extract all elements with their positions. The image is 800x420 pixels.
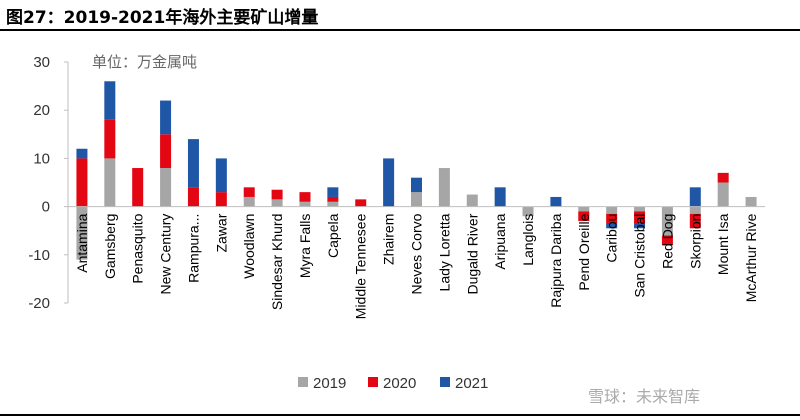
bar-2020	[717, 172, 729, 183]
x-tick-label: Rampura...	[185, 214, 201, 283]
bar-2021	[550, 196, 562, 207]
x-tick-label: Capela	[325, 213, 341, 258]
x-tick-label: Gamsberg	[102, 214, 118, 279]
x-tick-label: Red Dog	[659, 214, 675, 269]
y-tick-label: 0	[42, 199, 50, 216]
x-tick-label: Rajpura Dariba	[548, 213, 564, 307]
legend-label: 2021	[455, 375, 488, 392]
x-tick-label: Lady Loretta	[436, 213, 452, 291]
x-tick-label: Aripuana	[492, 213, 508, 269]
unit-label: 单位：万金属吨	[92, 53, 198, 71]
bar-2021	[160, 100, 172, 135]
x-tick-label: McArthur Rive	[743, 213, 759, 302]
bar-2021	[383, 158, 395, 207]
bar-2019	[661, 206, 673, 236]
bar-2019	[271, 199, 283, 207]
x-tick-label: Neves Corvo	[409, 213, 425, 294]
bar-2019	[438, 168, 450, 207]
bar-2019	[243, 196, 255, 207]
x-tick-label: Zhairem	[381, 214, 397, 265]
bar-2019	[327, 201, 339, 207]
bar-2019	[104, 158, 116, 207]
bar-2020	[132, 168, 144, 207]
bar-2020	[327, 196, 339, 202]
bar-2020	[160, 134, 172, 169]
bar-2019	[76, 206, 88, 260]
x-tick-label: Skorpion	[687, 214, 703, 269]
legend-swatch-2020	[368, 377, 378, 387]
title-divider	[0, 29, 800, 31]
legend-label: 2019	[313, 375, 346, 392]
y-tick-label: -20	[28, 295, 50, 312]
bar-2020	[689, 213, 701, 229]
y-tick-label: 30	[33, 54, 50, 71]
bar-2020	[104, 119, 116, 159]
bar-2019	[745, 196, 757, 207]
x-tick-label: Middle Tennesee	[353, 213, 369, 319]
x-tick-label: Woodlawn	[241, 214, 257, 279]
bar-2020	[355, 199, 367, 207]
bar-2019	[466, 194, 478, 207]
x-tick-label: Zawar	[213, 213, 229, 252]
bar-2021	[215, 158, 227, 193]
x-tick-label: Caribou	[604, 214, 620, 263]
bar-2020	[271, 189, 283, 200]
bar-2020	[578, 211, 590, 222]
bar-2020	[76, 158, 88, 207]
bottom-divider	[0, 414, 800, 416]
bar-2019	[634, 206, 646, 212]
legend-swatch-2021	[440, 377, 450, 387]
x-tick-label: San Cristobal	[632, 214, 648, 298]
bar-2020	[661, 235, 673, 246]
x-tick-label: Pend Oreille	[576, 213, 592, 290]
x-tick-label: Mount Isa	[715, 213, 731, 275]
bar-2019	[522, 206, 534, 217]
bar-2019	[578, 206, 590, 212]
bar-2020	[299, 192, 311, 202]
bar-2019	[717, 182, 729, 207]
bar-2020	[634, 211, 646, 224]
bar-2021	[689, 187, 701, 207]
bar-2019	[411, 192, 422, 207]
legend-swatch-2019	[298, 377, 308, 387]
figure-title: 图27：2019-2021年海外主要矿山增量	[6, 8, 319, 28]
y-tick-label: 10	[33, 150, 50, 167]
bar-2021	[494, 187, 506, 207]
watermark-text: 雪球：未来智库	[588, 387, 701, 406]
bar-2019	[606, 206, 618, 214]
bar-2019	[689, 206, 701, 214]
x-tick-label: New Century	[158, 214, 174, 295]
x-tick-label: Antamina	[74, 213, 90, 272]
legend-label: 2020	[383, 375, 416, 392]
x-tick-label: Dugald River	[464, 213, 480, 294]
x-tick-label: Langlois	[520, 214, 536, 266]
bar-2020	[187, 187, 199, 207]
y-tick-label: 20	[33, 102, 50, 119]
x-tick-label: Sindesar Khurd	[269, 214, 285, 311]
bar-2021	[104, 81, 116, 120]
bar-2020	[215, 192, 227, 207]
bar-2021	[327, 187, 339, 197]
bar-2020	[243, 187, 255, 197]
x-tick-label: Myra Falls	[297, 214, 313, 279]
bar-2019	[160, 168, 172, 207]
x-tick-label: Penasquito	[130, 213, 146, 283]
bar-2021	[76, 148, 88, 159]
bar-2020	[606, 213, 618, 224]
y-tick-label: -10	[28, 247, 50, 264]
bar-2021	[411, 177, 422, 193]
bar-2021	[634, 223, 646, 229]
bar-2019	[299, 201, 311, 207]
bar-2021	[606, 223, 618, 229]
bar-2021	[187, 139, 199, 188]
